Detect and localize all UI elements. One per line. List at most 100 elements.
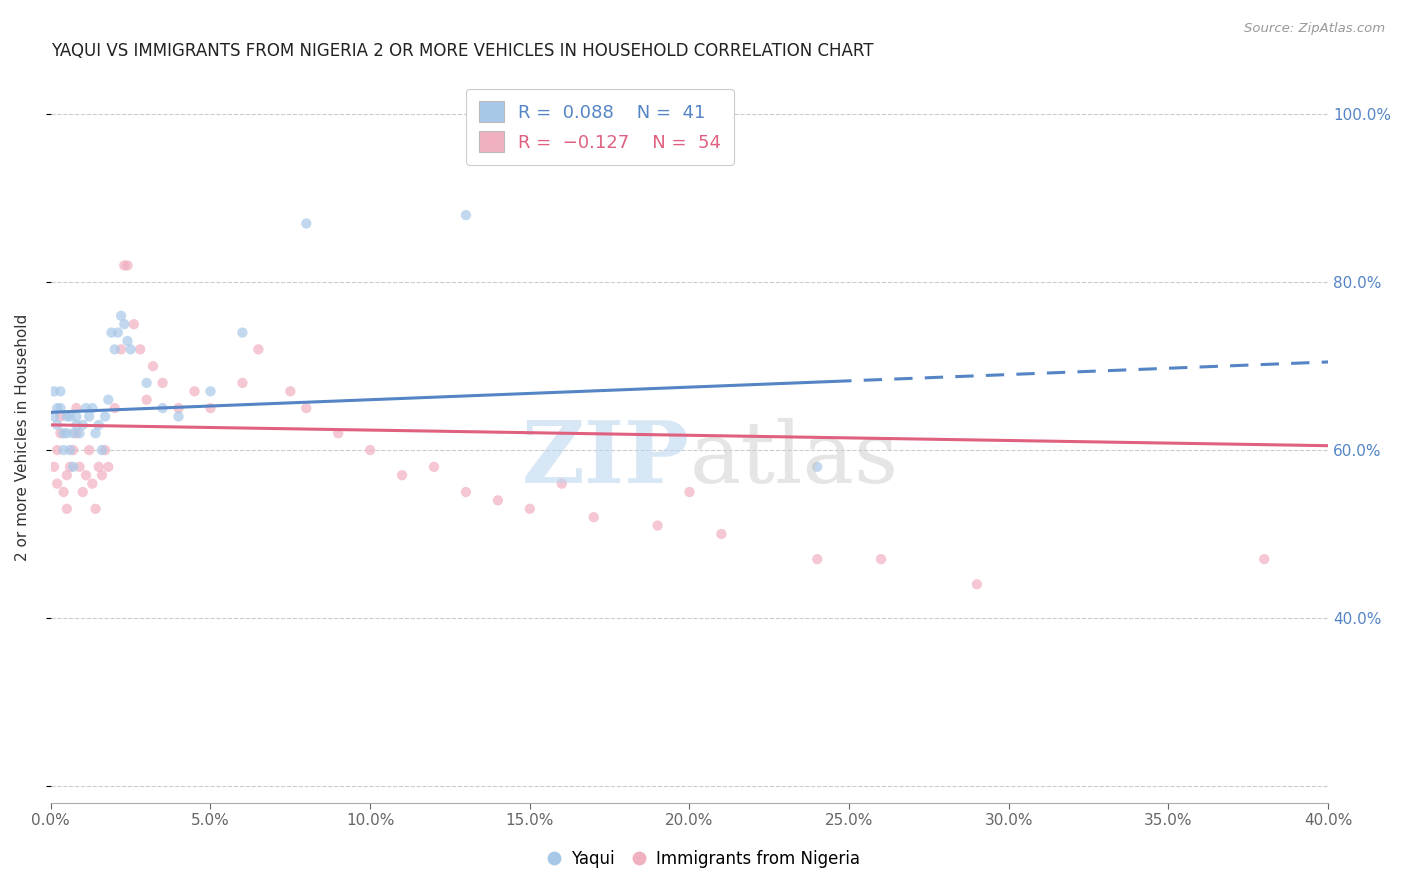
Point — [87, 417, 110, 432]
Point — [966, 577, 988, 591]
Point — [391, 468, 413, 483]
Point — [65, 417, 87, 432]
Text: atlas: atlas — [689, 417, 898, 501]
Point — [104, 343, 127, 357]
Point — [94, 409, 117, 424]
Text: ZIP: ZIP — [522, 417, 689, 501]
Point — [87, 459, 110, 474]
Point — [94, 443, 117, 458]
Point — [104, 401, 127, 416]
Point — [82, 401, 104, 416]
Point — [97, 459, 120, 474]
Point — [295, 401, 318, 416]
Point — [167, 409, 190, 424]
Point — [49, 409, 72, 424]
Legend: Yaqui, Immigrants from Nigeria: Yaqui, Immigrants from Nigeria — [538, 844, 868, 875]
Point — [117, 259, 139, 273]
Point — [806, 552, 828, 566]
Point — [107, 326, 129, 340]
Point — [72, 485, 94, 500]
Point — [167, 401, 190, 416]
Point — [135, 392, 157, 407]
Point — [56, 409, 79, 424]
Point — [97, 392, 120, 407]
Point — [200, 384, 222, 399]
Point — [46, 443, 69, 458]
Point — [870, 552, 893, 566]
Point — [59, 409, 82, 424]
Point — [710, 527, 733, 541]
Point — [69, 426, 91, 441]
Point — [46, 417, 69, 432]
Point — [486, 493, 509, 508]
Point — [84, 426, 107, 441]
Point — [49, 401, 72, 416]
Point — [72, 417, 94, 432]
Point — [46, 476, 69, 491]
Point — [56, 426, 79, 441]
Point — [519, 501, 541, 516]
Point — [582, 510, 605, 524]
Point — [52, 443, 75, 458]
Point — [90, 443, 112, 458]
Point — [59, 459, 82, 474]
Point — [42, 409, 65, 424]
Point — [110, 309, 132, 323]
Point — [56, 501, 79, 516]
Point — [77, 409, 100, 424]
Point — [678, 485, 700, 500]
Point — [52, 426, 75, 441]
Point — [62, 459, 84, 474]
Point — [200, 401, 222, 416]
Point — [84, 501, 107, 516]
Point — [295, 217, 318, 231]
Point — [110, 343, 132, 357]
Point — [46, 401, 69, 416]
Point — [65, 401, 87, 416]
Point — [75, 468, 97, 483]
Point — [129, 343, 152, 357]
Point — [49, 426, 72, 441]
Point — [112, 259, 135, 273]
Point — [65, 409, 87, 424]
Point — [77, 443, 100, 458]
Point — [52, 485, 75, 500]
Point — [56, 468, 79, 483]
Point — [42, 459, 65, 474]
Point — [359, 443, 381, 458]
Point — [117, 334, 139, 348]
Point — [82, 476, 104, 491]
Point — [59, 443, 82, 458]
Point — [231, 376, 253, 390]
Point — [183, 384, 205, 399]
Point — [454, 208, 477, 222]
Point — [142, 359, 165, 373]
Legend: R =  0.088    N =  41, R =  −0.127    N =  54: R = 0.088 N = 41, R = −0.127 N = 54 — [465, 89, 734, 165]
Point — [100, 326, 122, 340]
Point — [90, 468, 112, 483]
Point — [152, 376, 174, 390]
Point — [62, 426, 84, 441]
Point — [328, 426, 350, 441]
Point — [1253, 552, 1275, 566]
Point — [647, 518, 669, 533]
Point — [423, 459, 446, 474]
Point — [152, 401, 174, 416]
Point — [806, 459, 828, 474]
Point — [49, 384, 72, 399]
Point — [247, 343, 270, 357]
Y-axis label: 2 or more Vehicles in Household: 2 or more Vehicles in Household — [15, 314, 30, 561]
Point — [551, 476, 574, 491]
Point — [231, 326, 253, 340]
Point — [65, 426, 87, 441]
Text: Source: ZipAtlas.com: Source: ZipAtlas.com — [1244, 22, 1385, 36]
Point — [75, 401, 97, 416]
Point — [69, 459, 91, 474]
Point — [112, 317, 135, 331]
Point — [135, 376, 157, 390]
Point — [122, 317, 145, 331]
Point — [454, 485, 477, 500]
Point — [120, 343, 142, 357]
Text: YAQUI VS IMMIGRANTS FROM NIGERIA 2 OR MORE VEHICLES IN HOUSEHOLD CORRELATION CHA: YAQUI VS IMMIGRANTS FROM NIGERIA 2 OR MO… — [51, 42, 873, 60]
Point — [62, 443, 84, 458]
